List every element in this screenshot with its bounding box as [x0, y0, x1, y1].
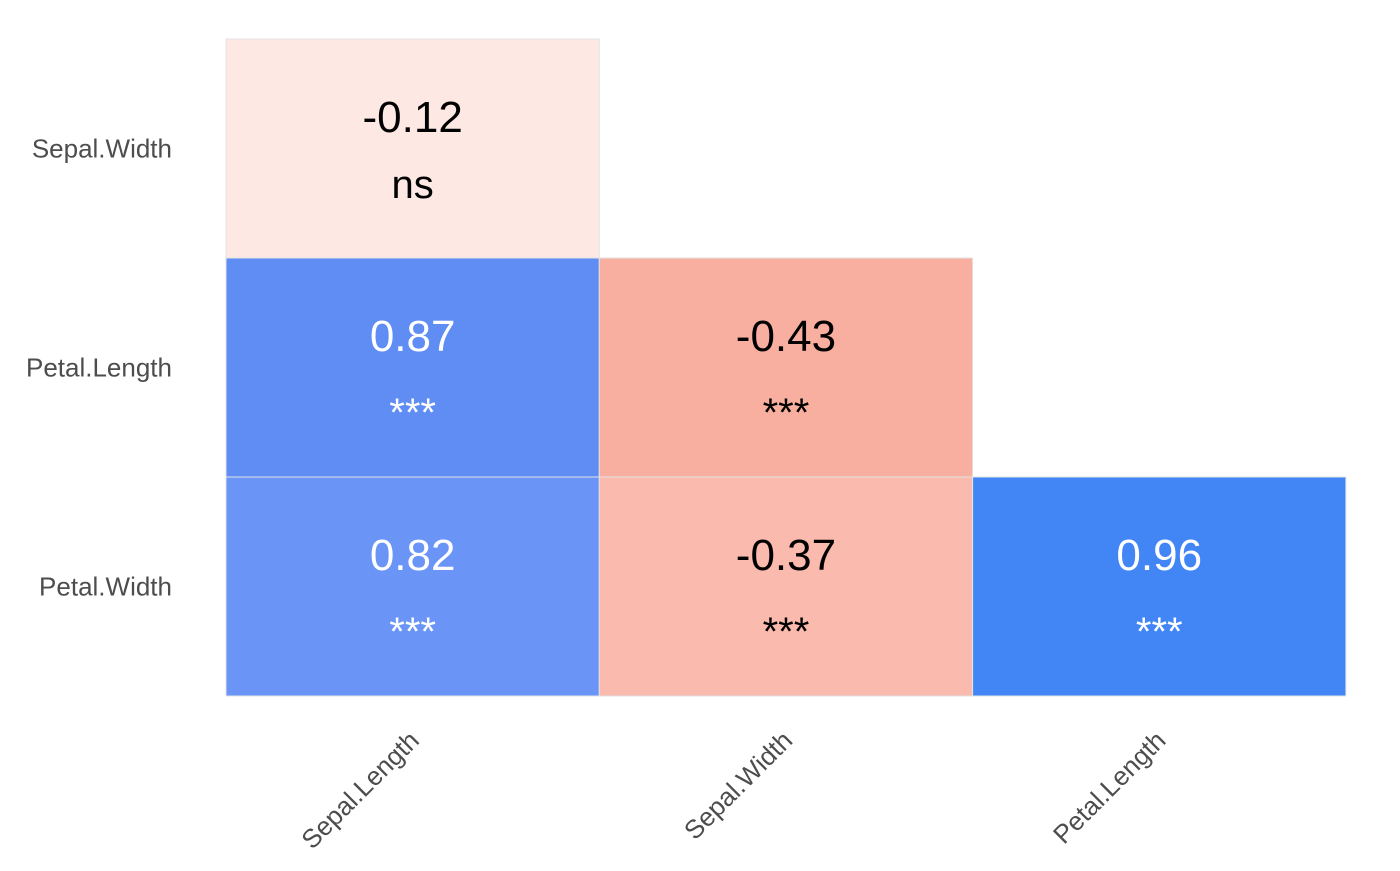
heatmap-tile: [225, 257, 600, 478]
y-tick-label: Petal.Width: [39, 572, 172, 602]
x-tick-label: Sepal.Length: [295, 725, 425, 855]
heatmap-cell-sepal-length-petal-length: 0.87 ***: [225, 257, 600, 478]
heatmap-tile: [225, 476, 600, 697]
heatmap-tile: [598, 476, 974, 697]
heatmap-cell-sepal-width-petal-width: -0.37 ***: [598, 476, 974, 697]
cell-significance-label: ns: [392, 163, 434, 207]
heatmap-cell-petal-length-petal-width: 0.96 ***: [972, 476, 1347, 697]
x-tick-label: Petal.Length: [1047, 725, 1171, 849]
heatmap-tile: [225, 38, 600, 259]
heatmap-cell-sepal-width-petal-length: -0.43 ***: [598, 257, 974, 478]
heatmap-tile: [972, 476, 1347, 697]
cell-significance-label: ***: [763, 610, 810, 654]
y-tick-label: Sepal.Width: [32, 134, 172, 164]
x-tick-label: Sepal.Width: [678, 725, 798, 845]
cell-value-label: 0.82: [370, 531, 456, 580]
cell-significance-label: ***: [389, 610, 436, 654]
cell-value-label: 0.96: [1116, 531, 1202, 580]
cell-value-label: -0.12: [363, 93, 463, 142]
y-tick-label: Petal.Length: [26, 353, 172, 383]
heatmap-tile: [598, 257, 974, 478]
cell-value-label: -0.37: [736, 531, 836, 580]
heatmap-cell-sepal-length-petal-width: 0.82 ***: [225, 476, 600, 697]
cell-significance-label: ***: [1136, 610, 1183, 654]
cell-significance-label: ***: [389, 391, 436, 435]
cell-significance-label: ***: [763, 391, 810, 435]
heatmap-cell-sepal-length-sepal-width: -0.12 ns: [225, 38, 600, 259]
cell-value-label: 0.87: [370, 312, 456, 361]
cell-value-label: -0.43: [736, 312, 836, 361]
